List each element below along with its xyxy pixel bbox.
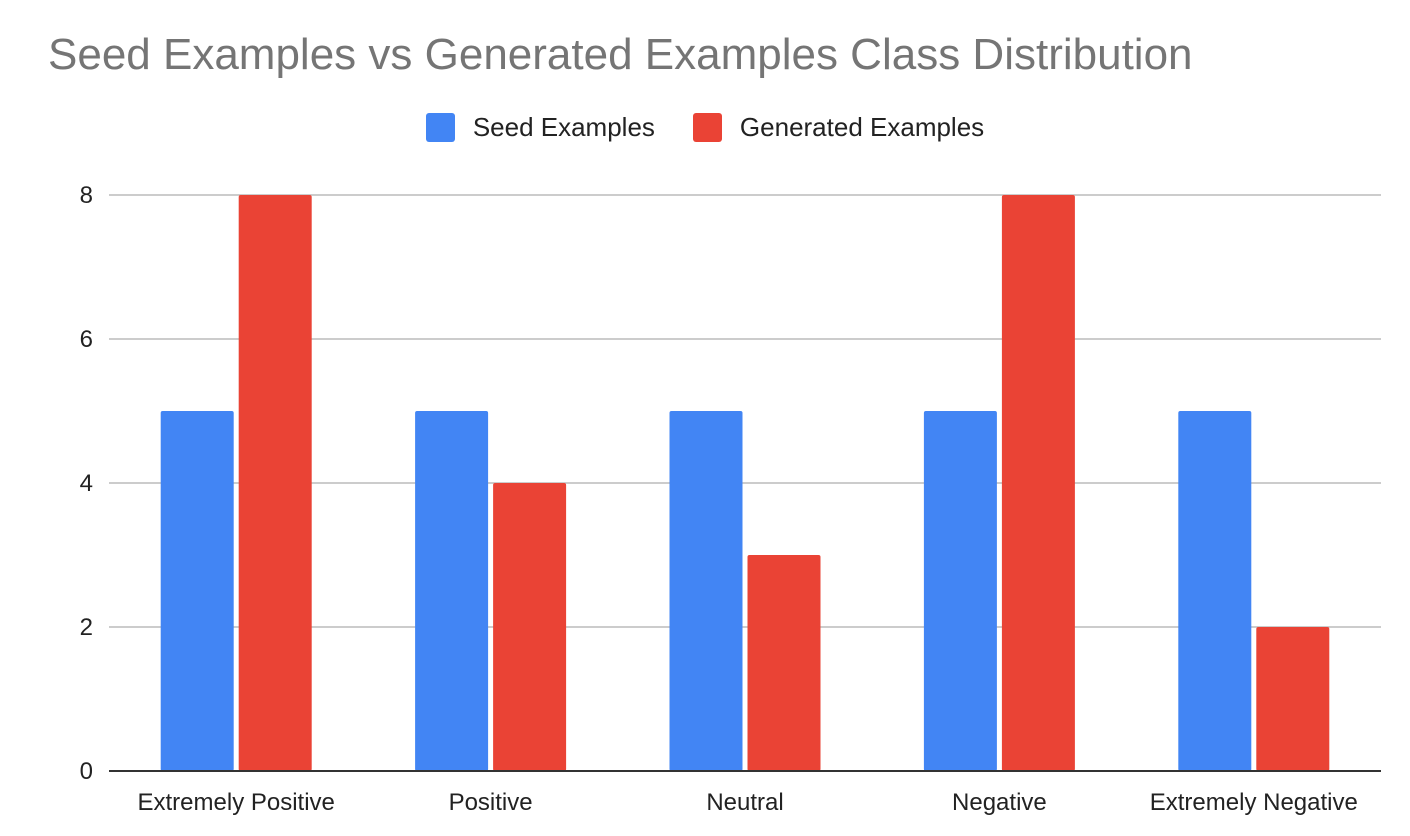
legend-swatch-generated — [692, 113, 722, 142]
x-tick-label: Extremely Positive — [138, 789, 335, 816]
bar-generated[interactable] — [747, 555, 821, 771]
legend-label-seed: Seed Examples — [472, 112, 655, 142]
bar-generated[interactable] — [1001, 195, 1075, 771]
bar-seed[interactable] — [160, 411, 234, 771]
x-tick-label: Extremely Negative — [1150, 789, 1358, 816]
legend-label-generated: Generated Examples — [739, 112, 985, 142]
bar-seed[interactable] — [923, 411, 997, 771]
bar-seed[interactable] — [669, 411, 743, 771]
x-tick-label: Positive — [449, 789, 533, 816]
x-tick-label: Neutral — [706, 789, 783, 816]
bar-generated[interactable] — [238, 195, 312, 771]
bar-generated[interactable] — [493, 483, 567, 771]
bar-seed[interactable] — [1178, 411, 1252, 771]
legend-item-generated[interactable]: Generated Examples — [692, 112, 985, 143]
y-tick-label: 0 — [80, 758, 93, 785]
legend-item-seed[interactable]: Seed Examples — [425, 112, 655, 143]
y-tick-label: 4 — [80, 470, 93, 497]
y-tick-label: 8 — [80, 182, 93, 209]
legend-swatch-seed — [425, 113, 455, 142]
x-tick-label: Negative — [952, 789, 1047, 816]
bar-generated[interactable] — [1256, 627, 1330, 771]
bar-seed[interactable] — [415, 411, 489, 771]
chart-title: Seed Examples vs Generated Examples Clas… — [48, 30, 1193, 79]
legend: Seed Examples Generated Examples — [0, 112, 1410, 143]
y-tick-label: 6 — [80, 326, 93, 353]
y-tick-label: 2 — [80, 614, 93, 641]
